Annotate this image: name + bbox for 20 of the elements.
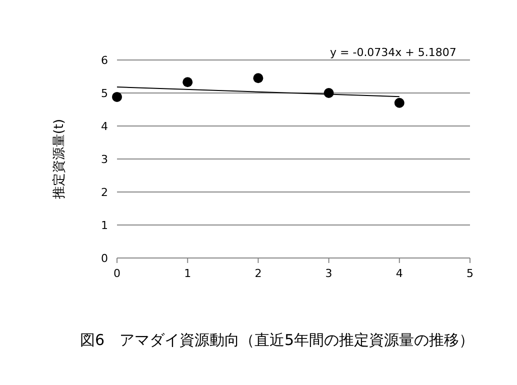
point <box>253 73 264 84</box>
x-tick-label: 5 <box>466 267 474 280</box>
y-tick-label: 4 <box>101 120 108 133</box>
y-tick-label: 6 <box>101 54 108 67</box>
point <box>394 98 404 108</box>
y-tick-label: 1 <box>101 219 108 232</box>
text: y = -0.0734x + 5.1807 <box>330 46 456 59</box>
x-tick-label: 1 <box>184 267 192 280</box>
y-tick-label: 3 <box>101 153 108 166</box>
x-tick-label: 2 <box>254 267 262 280</box>
x-tick-label: 4 <box>396 267 403 280</box>
y-tick-label: 2 <box>101 186 108 199</box>
point <box>112 92 122 102</box>
y-axis-title: 推定資源量(t) <box>52 118 67 200</box>
text: 図6 アマダイ資源動向（直近5年間の推定資源量の推移） <box>80 331 474 349</box>
y-tick-label: 5 <box>101 87 108 100</box>
y-tick-label: 0 <box>101 252 108 265</box>
x-tick-label: 0 <box>114 267 120 280</box>
x-tick-label: 3 <box>325 267 332 280</box>
point <box>182 77 193 88</box>
